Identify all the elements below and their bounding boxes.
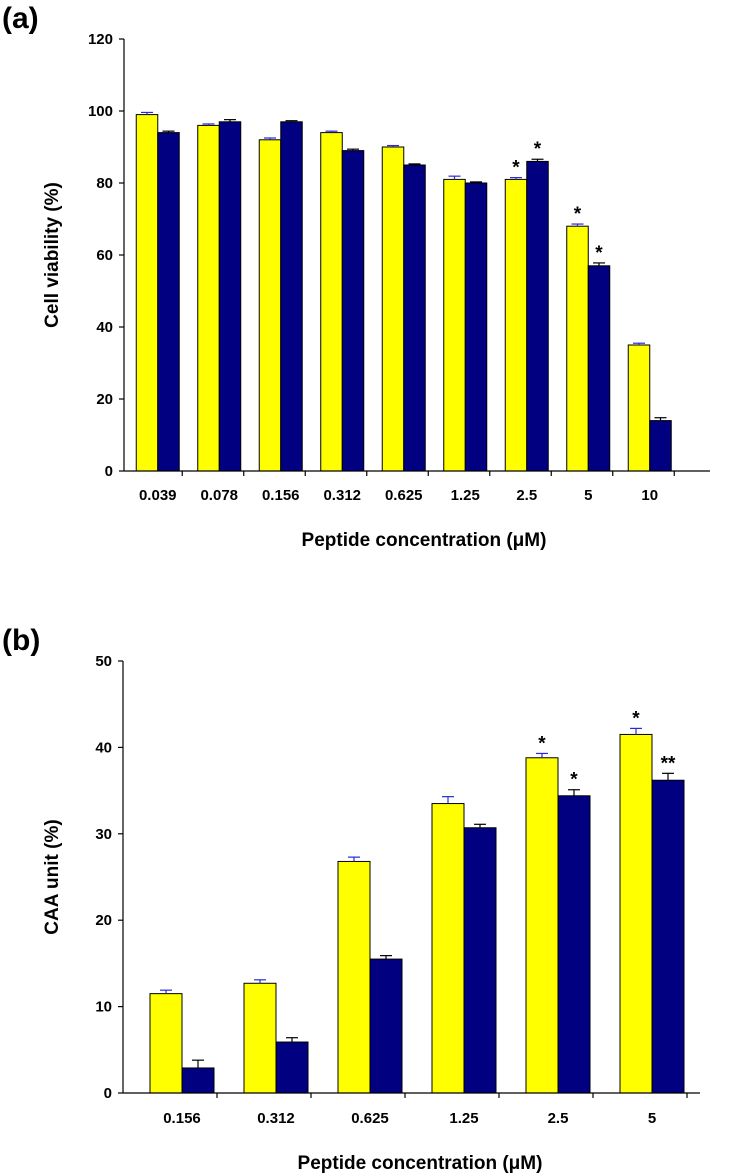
significance-marker-a: * (534, 139, 542, 160)
bar-b-series-2-0.156 (181, 1067, 215, 1094)
bar-a-series-2-5 (587, 265, 611, 472)
x-tick-label-a: 0.312 (323, 487, 361, 504)
bar-a-series-1-0.039 (135, 114, 159, 472)
y-axis-title-b: CAA unit (%) (42, 819, 63, 934)
bar-a-series-1-10 (627, 344, 651, 472)
x-tick-label-b: 5 (648, 1110, 656, 1127)
y-tick-label-b: 50 (95, 653, 112, 670)
bar-b-series-1-0.156 (149, 993, 183, 1094)
x-tick-label-a: 0.625 (385, 487, 423, 504)
significance-marker-a: * (574, 204, 582, 225)
significance-marker-b: * (570, 770, 578, 791)
bar-b-series-2-0.312 (275, 1041, 309, 1094)
bar-b-series-2-1.25 (463, 827, 497, 1094)
bar-a-series-1-1.25 (443, 178, 466, 472)
x-tick-label-a: 0.078 (200, 487, 238, 504)
y-tick-label-b: 20 (95, 912, 112, 929)
significance-marker-a: * (512, 158, 520, 179)
bar-a-series-2-2.5 (526, 160, 549, 472)
x-tick-label-a: 5 (584, 487, 592, 504)
bar-b-series-1-0.625 (337, 860, 371, 1094)
panel-label-b: (b) (2, 624, 40, 657)
bar-a-series-2-0.039 (157, 132, 180, 472)
bar-b-series-1-5 (619, 733, 653, 1094)
y-tick-label-a: 60 (96, 247, 113, 264)
x-tick-label-b: 1.25 (449, 1110, 478, 1127)
bar-b-series-2-0.625 (369, 958, 403, 1094)
x-tick-label-a: 0.156 (262, 487, 300, 504)
x-axis-title-a: Peptide concentration (μM) (302, 530, 547, 551)
chart-panel-a: (a) * * * * 0 20 40 60 80 100 120 0.039 0.078 0.156… (2, 2, 710, 551)
bar-a-series-2-0.156 (280, 121, 303, 472)
significance-marker-b: * (538, 733, 546, 754)
significance-marker-a: * (595, 243, 603, 264)
x-tick-label-b: 0.312 (257, 1110, 295, 1127)
y-tick-label-b: 40 (95, 739, 112, 756)
y-tick-label-a: 0 (105, 463, 113, 480)
bar-a-series-1-0.312 (320, 132, 343, 472)
bar-b-series-2-5 (651, 779, 685, 1094)
y-tick-label-b: 0 (104, 1085, 112, 1102)
bar-a-series-1-5 (566, 225, 589, 472)
x-tick-label-a: 1.25 (451, 487, 480, 504)
y-tick-label-a: 80 (96, 175, 113, 192)
bar-a-series-1-0.156 (258, 139, 282, 472)
bar-a-series-1-0.625 (381, 146, 405, 472)
y-tick-label-a: 100 (88, 103, 113, 120)
bar-a-series-2-0.312 (341, 150, 365, 472)
y-tick-label-a: 120 (88, 31, 113, 48)
x-tick-label-a: 2.5 (516, 487, 537, 504)
bar-a-series-2-0.625 (403, 164, 426, 472)
bar-a-series-2-0.078 (218, 121, 242, 472)
y-axis-title-a: Cell viability (%) (42, 182, 63, 328)
bar-b-series-1-2.5 (525, 757, 559, 1094)
significance-marker-b: * (632, 708, 640, 729)
y-tick-label-a: 40 (96, 319, 113, 336)
x-tick-label-b: 2.5 (548, 1110, 569, 1127)
bar-a-series-2-1.25 (464, 182, 488, 472)
bar-b-series-1-1.25 (431, 803, 465, 1094)
bar-b-series-1-0.312 (243, 982, 277, 1094)
bar-a-series-1-0.078 (197, 124, 220, 472)
y-tick-label-a: 20 (96, 391, 113, 408)
y-tick-label-b: 10 (95, 999, 112, 1016)
x-tick-label-b: 0.156 (163, 1110, 201, 1127)
significance-marker-b: ** (661, 753, 676, 774)
bar-b-series-2-2.5 (557, 795, 591, 1094)
y-tick-label-b: 30 (95, 826, 112, 843)
x-axis-title-b: Peptide concentration (μM) (298, 1153, 543, 1174)
bar-a-series-2-10 (649, 420, 672, 472)
bar-a-series-1-2.5 (504, 178, 528, 472)
panel-label-a: (a) (2, 2, 39, 35)
x-tick-label-a: 10 (641, 487, 658, 504)
x-tick-label-a: 0.039 (139, 487, 177, 504)
x-tick-label-b: 0.625 (351, 1110, 389, 1127)
